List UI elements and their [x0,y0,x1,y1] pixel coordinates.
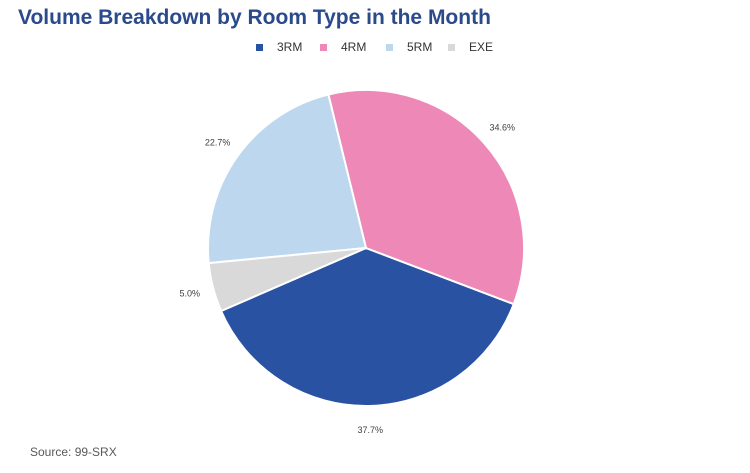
chart-title: Volume Breakdown by Room Type in the Mon… [18,6,491,29]
source-note: Source: 99-SRX [30,445,117,459]
legend-swatch [386,43,393,51]
legend-swatch [256,43,263,51]
legend-swatch [448,43,455,51]
legend-label: 4RM [341,40,367,54]
data-label-5rm: 22.7% [205,138,231,148]
pie-slice-exe [207,247,367,312]
legend-item-5rm: 5RM [386,40,432,54]
legend-item-3rm: 3RM [256,40,302,54]
legend: 3RM 4RM 5RM EXE [0,40,750,56]
legend-swatch [320,43,327,51]
legend-label: EXE [469,40,494,54]
legend-label: 3RM [277,40,303,54]
legend-item-4rm: 4RM [320,40,366,54]
data-label-exe: 5.0% [180,289,201,299]
legend-item-exe: EXE [448,40,493,54]
legend-label: 5RM [407,40,433,54]
data-label-3rm: 37.7% [358,425,384,435]
data-label-4rm: 34.6% [490,122,516,132]
pie-slice-4rm [327,89,525,306]
pie-slice-5rm [207,93,367,265]
pie-slice-3rm [220,247,515,407]
